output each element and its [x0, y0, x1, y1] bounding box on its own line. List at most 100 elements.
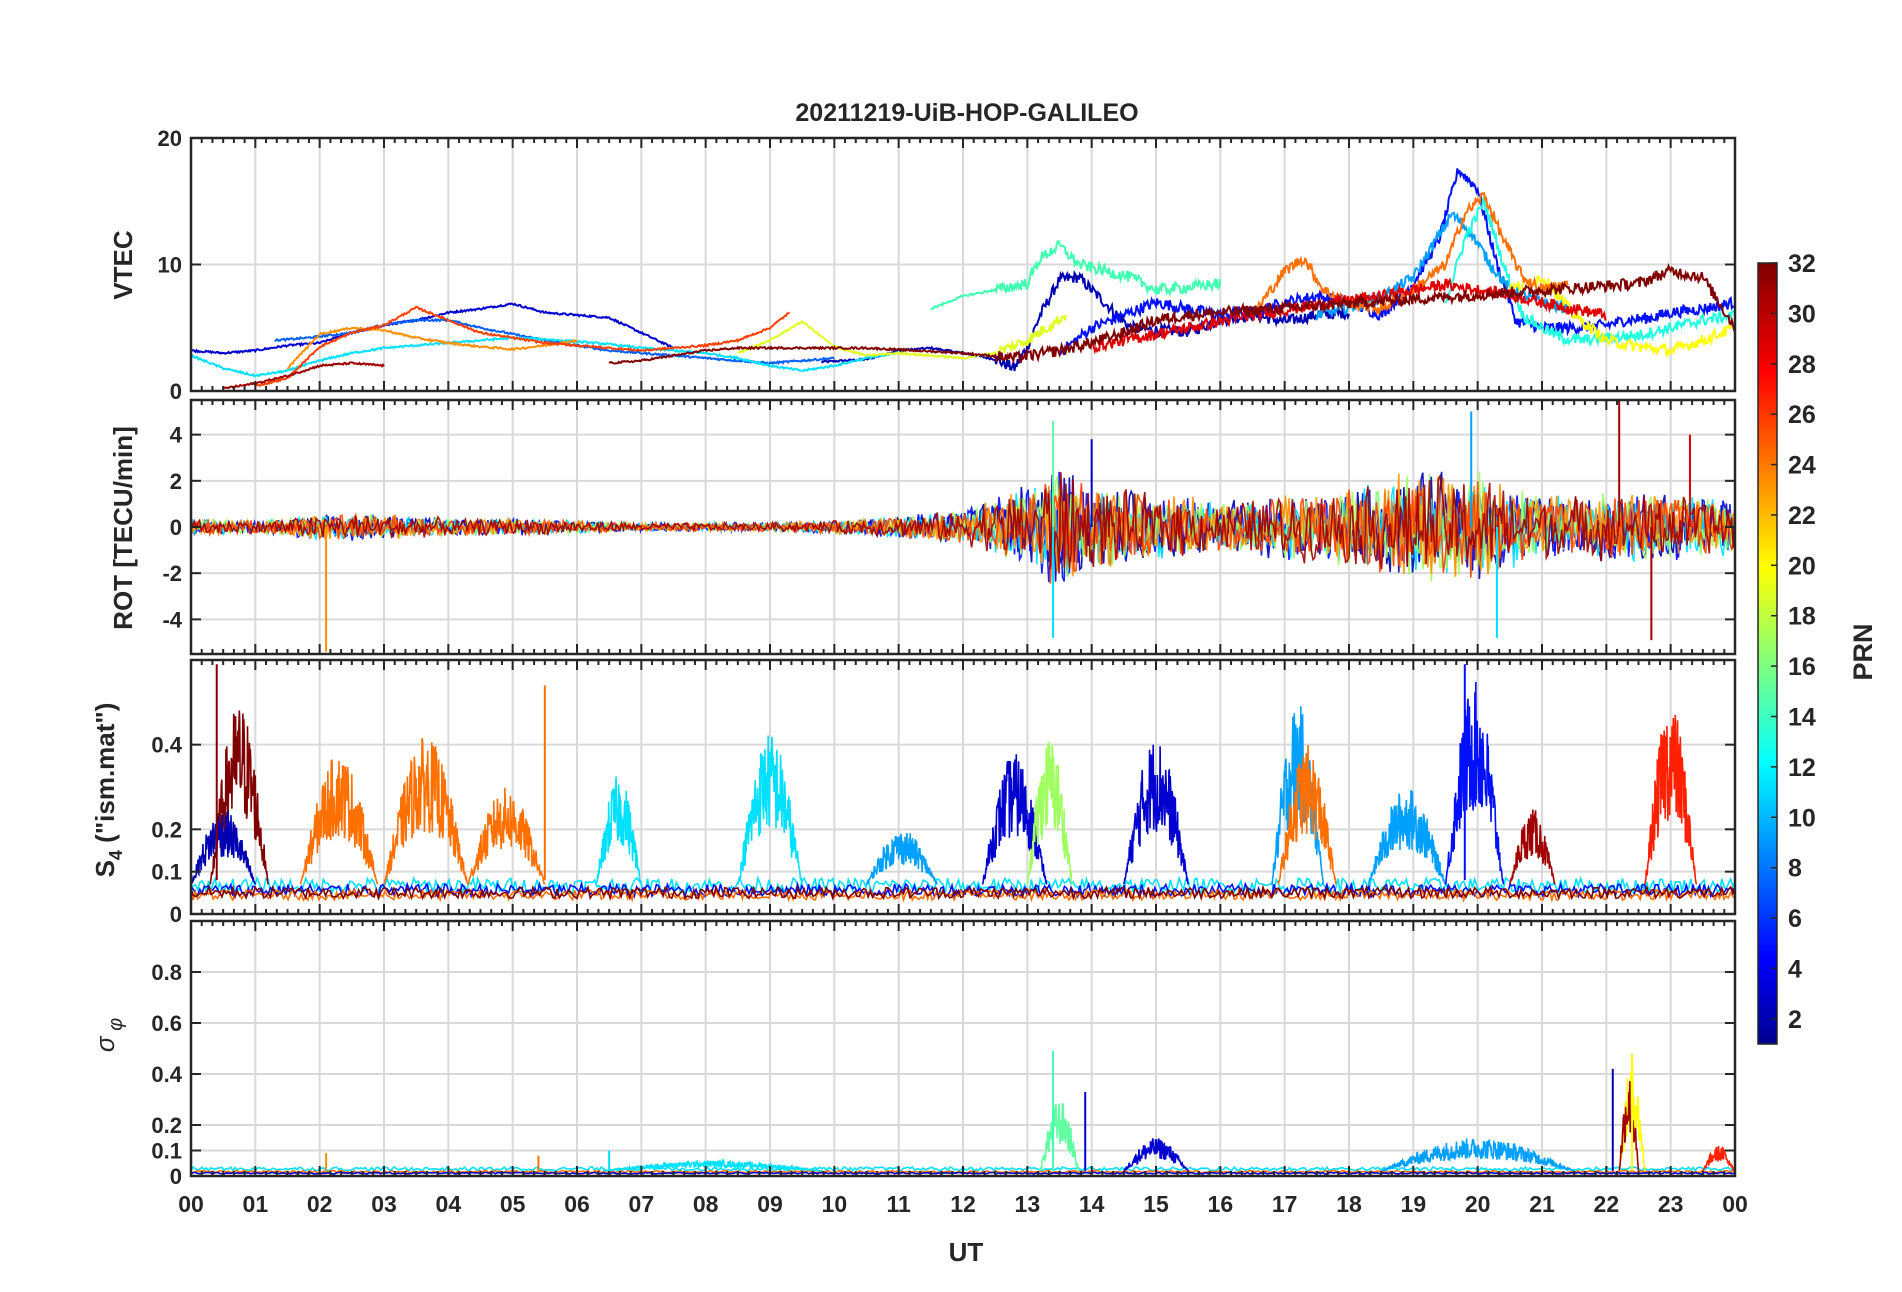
colorbar-tick-label: 14 [1788, 703, 1816, 731]
panel-vtec: 0 10 20 [158, 126, 1737, 404]
x-ticks [190, 660, 1736, 914]
colorbar-tick-label: 8 [1788, 855, 1802, 883]
vtec-series-prn-13 [1444, 196, 1735, 348]
baseline-series-3 [191, 884, 1735, 902]
y-tick-label: 0 [170, 515, 182, 540]
x-tick-label: 05 [500, 1191, 526, 1217]
y-tick-label: 10 [158, 253, 182, 278]
x-tick-label: 20 [1465, 1191, 1491, 1217]
y-tick-label: 0 [170, 902, 182, 927]
x-tick-label: 00 [1722, 1191, 1748, 1217]
x-axis: 00 01 02 03 04 05 06 07 08 09 10 11 12 13 14 15 16 17 18 19… [178, 1191, 1748, 1217]
burst-series-2 [299, 759, 379, 885]
x-tick-label: 16 [1208, 1191, 1234, 1217]
x-tick-label: 17 [1272, 1191, 1298, 1217]
vtec-series-prn-26 [255, 305, 791, 388]
x-tick-label: 13 [1015, 1191, 1041, 1217]
burst-series-3 [383, 737, 469, 885]
panel-rot: -4 -2 0 2 4 [162, 398, 1737, 656]
y-tick-label: 0 [170, 1164, 182, 1189]
y-tick-label: 0 [170, 379, 182, 404]
y-ticks: 00.10.2 0.4 0.6 0.8 [151, 960, 1735, 1189]
vtec-series-prn-12 [191, 336, 900, 378]
x-tick-label: 22 [1594, 1191, 1620, 1217]
y-tick-label: 4 [170, 423, 183, 448]
y-axis-labels: VTEC ROT [TECU/min] S4 ("ism.mat") σ φ [90, 230, 138, 1052]
y-tick-label: 20 [158, 126, 182, 151]
colorbar-tick-label: 6 [1788, 905, 1802, 933]
vtec-series-prn-15 [930, 239, 1222, 311]
x-tick-label: 04 [436, 1191, 462, 1217]
colorbar-tick-label: 30 [1788, 300, 1816, 328]
sigma-phi-ylabel: σ φ [90, 1018, 127, 1052]
x-ticks [190, 138, 1736, 391]
burst-series-14 [1444, 681, 1505, 885]
x-tick-label: 03 [371, 1191, 397, 1217]
burst-series-1 [191, 810, 257, 885]
y-ticks: -4 -2 0 2 4 [162, 423, 1735, 632]
colorbar-tick-label: 18 [1788, 603, 1816, 631]
x-tick-label: 21 [1529, 1191, 1555, 1217]
colorbar-tick-label: 12 [1788, 754, 1816, 782]
panel-s4: 0 0.1 0.2 0.4 [151, 658, 1737, 927]
colorbar-tick-label: 10 [1788, 804, 1816, 832]
x-tick-label: 18 [1336, 1191, 1362, 1217]
burst-series-0 [209, 710, 269, 885]
burst-series-12 [1277, 744, 1337, 885]
y-tick-label: -2 [162, 561, 182, 586]
burst-series-10 [1123, 744, 1189, 885]
vtec-series-prn-3 [191, 302, 674, 356]
colorbar-tick-label: 26 [1788, 401, 1816, 429]
y-tick-label: 0.1 [151, 860, 182, 885]
y-tick-label: 0.2 [151, 1113, 182, 1138]
x-tick-label: 15 [1143, 1191, 1169, 1217]
rot-series-5 [191, 481, 1735, 584]
vtec-series-prn-32 [608, 262, 1735, 365]
colorbar-label: PRN [1848, 623, 1878, 680]
burst-series-0 [602, 1157, 822, 1173]
burst-series-2 [1123, 1138, 1189, 1172]
x-tick-label: 23 [1658, 1191, 1684, 1217]
burst-series-8 [981, 754, 1048, 885]
colorbar-gradient [1757, 262, 1778, 1045]
x-tick-label: 10 [822, 1191, 848, 1217]
burst-series-5 [595, 776, 643, 885]
burst-series-16 [1644, 714, 1698, 885]
burst-series-7 [865, 832, 939, 885]
x-tick-label: 00 [178, 1191, 204, 1217]
rot-ylabel: ROT [TECU/min] [108, 426, 138, 630]
burst-series-6 [737, 735, 803, 885]
colorbar-tick-label: 2 [1788, 1006, 1802, 1034]
burst-series-4 [466, 787, 546, 885]
y-tick-label: 2 [170, 469, 182, 494]
x-tick-label: 08 [693, 1191, 719, 1217]
colorbar-tick-label: 22 [1788, 502, 1816, 530]
panel-sigma-phi: 00.10.2 0.4 0.6 0.8 [151, 919, 1737, 1189]
burst-series-5 [1618, 1081, 1640, 1172]
y-tick-label: 0.2 [151, 817, 182, 842]
vtec-series-prn-19 [737, 314, 1067, 360]
vtec-series-prn-23 [286, 326, 578, 370]
y-tick-label: 0.4 [151, 1062, 182, 1087]
x-ticks [190, 921, 1736, 1176]
vtec-series-prn-31 [222, 361, 385, 390]
x-tick-label: 06 [564, 1191, 590, 1217]
plot-area [191, 664, 1735, 904]
y-tick-label: 0.1 [151, 1139, 182, 1164]
y-ticks: 0 10 20 [158, 126, 1735, 404]
x-tick-label: 02 [307, 1191, 333, 1217]
chart-title: 20211219-UiB-HOP-GALILEO [795, 99, 1138, 127]
vtec-ylabel: VTEC [108, 230, 138, 300]
x-tick-label: 07 [629, 1191, 655, 1217]
burst-series-9 [1026, 741, 1074, 885]
x-tick-label: 01 [243, 1191, 269, 1217]
colorbar-tick-label: 20 [1788, 552, 1816, 580]
burst-series-15 [1509, 809, 1556, 885]
burst-series-3 [1381, 1138, 1575, 1172]
burst-series-6 [1702, 1146, 1735, 1172]
rot-series-6 [191, 472, 1735, 574]
x-tick-label: 19 [1401, 1191, 1427, 1217]
